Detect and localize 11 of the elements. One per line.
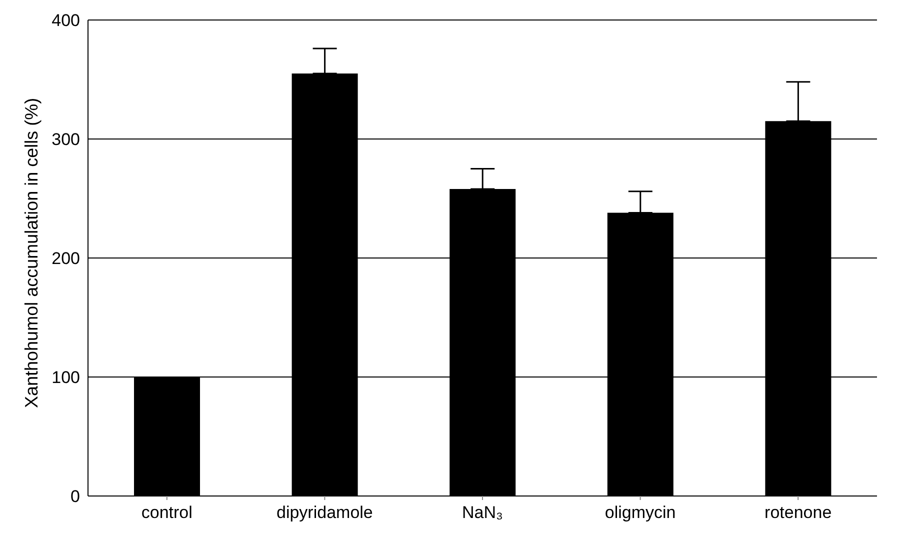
y-tick-label: 200 — [52, 249, 80, 268]
x-tick-label: control — [141, 503, 192, 522]
y-axis-title: Xanthohumol accumulation in cells (%) — [21, 98, 42, 408]
y-tick-label: 100 — [52, 368, 80, 388]
y-tick-label: 400 — [52, 11, 80, 30]
x-tick-label: NaN₃ — [462, 503, 503, 522]
x-tick-label: rotenone — [764, 503, 832, 522]
y-tick-label: 300 — [52, 130, 80, 150]
y-tick-label: 0 — [70, 487, 80, 506]
x-tick-label: dipyridamole — [276, 503, 373, 522]
x-tick-label: oligmycin — [604, 503, 676, 522]
